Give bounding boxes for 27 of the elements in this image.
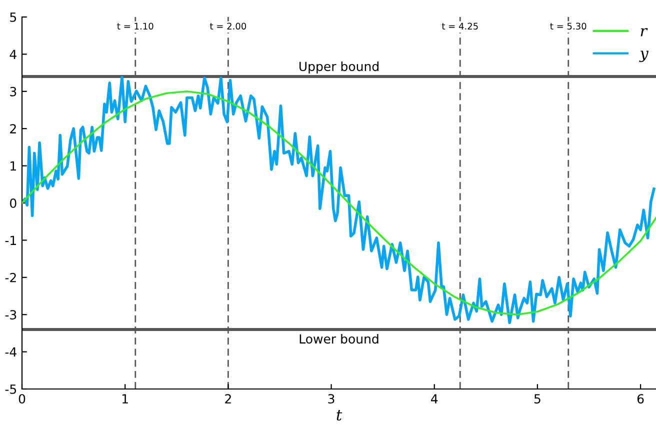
x-tick-label: 3	[328, 394, 334, 404]
y-tick-label: -3	[5, 310, 16, 320]
ref-line-label: Upper bound	[299, 61, 378, 74]
y-tick-label: -4	[5, 347, 16, 357]
y-tick-label: 2	[10, 124, 16, 134]
x-tick-label: 2	[225, 394, 231, 404]
legend-label: y	[639, 50, 649, 62]
y-tick-label: 4	[10, 50, 16, 59]
ref-line-label: t = 1.10	[117, 22, 154, 30]
legend-label: r	[640, 28, 648, 36]
y-tick-label: -2	[5, 272, 16, 282]
ref-line-label: t = 2.00	[210, 22, 246, 30]
y-tick-label: -1	[5, 236, 16, 245]
x-tick-label: 5	[534, 394, 540, 404]
y-tick-label: -5	[5, 384, 16, 394]
x-tick-label: 1	[122, 394, 128, 404]
ref-line-label: Lower bound	[300, 334, 378, 344]
y-tick-label: 0	[10, 198, 16, 208]
x-tick-label: 0	[18, 394, 26, 404]
y-tick-label: 1	[10, 161, 16, 171]
y-tick-label: 5	[10, 12, 16, 22]
y-tick-label: 3	[10, 86, 16, 96]
ref-line-label: t = 4.25	[442, 22, 478, 30]
x-axis-title: t	[336, 410, 342, 421]
ref-line-label: t = 5.30	[550, 22, 586, 30]
x-tick-label: 6	[637, 394, 644, 404]
x-tick-label: 4	[430, 394, 438, 404]
